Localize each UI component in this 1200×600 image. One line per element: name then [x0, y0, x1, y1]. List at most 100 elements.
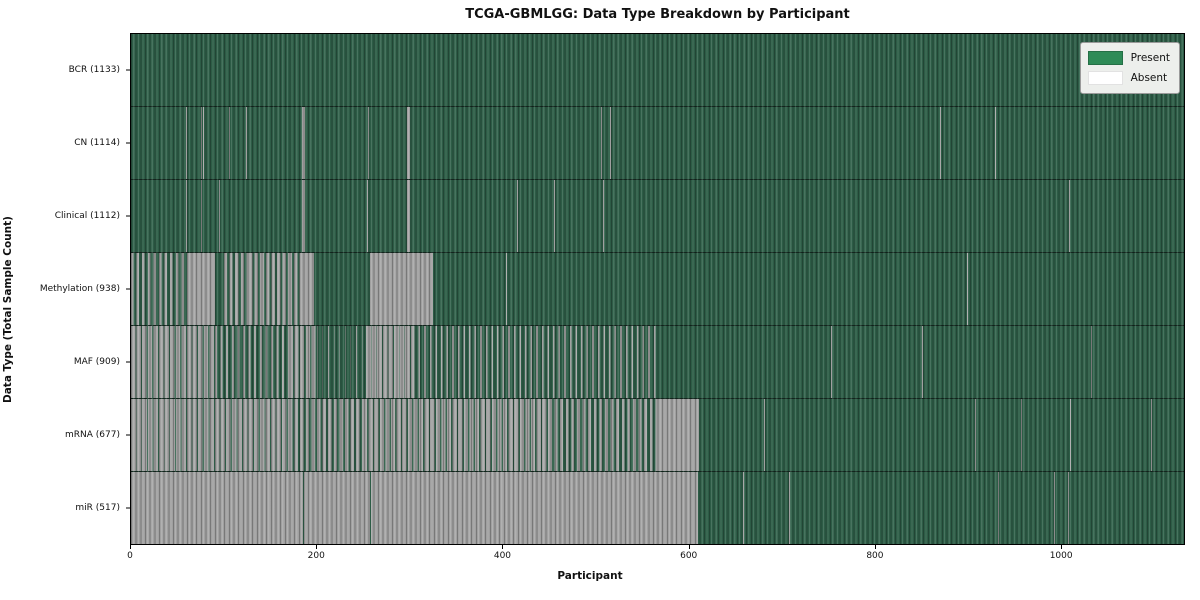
absent-segment	[506, 253, 508, 325]
x-tick-mark	[874, 545, 876, 549]
absent-segment	[302, 180, 305, 252]
y-tick-mark	[126, 288, 130, 290]
legend-item-present: Present	[1087, 48, 1170, 68]
legend-swatch-present-icon	[1087, 51, 1123, 65]
absent-segment	[228, 107, 230, 179]
absent-segment	[200, 180, 202, 252]
mixed-segment	[412, 326, 659, 398]
absent-segment	[1069, 399, 1071, 471]
mixed-segment	[131, 253, 189, 325]
x-tick-mark	[130, 545, 131, 549]
mixed-segment	[214, 326, 289, 398]
absent-segment	[367, 180, 368, 252]
mixed-segment	[288, 326, 317, 398]
absent-segment	[219, 180, 221, 252]
x-tick-label: 1000	[1049, 551, 1073, 561]
y-tick-mark	[126, 361, 130, 363]
row-mrna	[131, 399, 1184, 472]
y-tick-label: BCR (1133)	[68, 64, 120, 75]
row-maf	[131, 326, 1184, 399]
x-tick-label: 800	[866, 551, 884, 561]
mixed-segment	[131, 326, 215, 398]
row-mir	[131, 472, 1184, 544]
absent-segment	[742, 472, 744, 544]
x-tick-label: 600	[680, 551, 698, 561]
absent-segment	[603, 180, 605, 252]
absent-segment	[995, 107, 997, 179]
absent-segment	[369, 253, 434, 325]
absent-segment	[939, 107, 941, 179]
absent-segment	[966, 253, 968, 325]
absent-segment	[185, 107, 187, 179]
y-tick-label: Clinical (1112)	[54, 210, 120, 221]
absent-segment	[370, 472, 698, 544]
absent-segment	[921, 326, 923, 398]
chart-title: TCGA-GBMLGG: Data Type Breakdown by Part…	[465, 7, 850, 22]
absent-segment	[302, 253, 315, 325]
legend-swatch-absent-icon	[1087, 71, 1123, 85]
mixed-segment	[131, 399, 187, 471]
absent-segment	[516, 180, 518, 252]
x-tick-label: 400	[493, 551, 512, 561]
absent-segment	[553, 180, 555, 252]
y-tick-mark	[126, 69, 130, 71]
legend-label-present: Present	[1130, 52, 1170, 64]
absent-segment	[1150, 399, 1152, 471]
absent-segment	[656, 399, 699, 471]
y-tick-mark	[126, 215, 130, 217]
mixed-segment	[363, 399, 550, 471]
x-tick-label: 200	[307, 551, 325, 561]
y-tick-label: mRNA (677)	[65, 430, 120, 441]
y-tick-mark	[126, 434, 130, 436]
y-tick-mark	[126, 507, 130, 509]
absent-segment	[1091, 326, 1092, 398]
absent-segment	[302, 107, 305, 179]
plot-area	[130, 33, 1185, 545]
x-tick-mark	[688, 545, 690, 549]
mixed-segment	[549, 399, 657, 471]
absent-segment	[407, 180, 410, 252]
mixed-segment	[316, 326, 367, 398]
mixed-segment	[249, 253, 303, 325]
absent-segment	[609, 107, 611, 179]
absent-segment	[303, 472, 370, 544]
row-bcr	[131, 34, 1184, 107]
absent-segment	[789, 472, 790, 544]
absent-segment	[1021, 399, 1023, 471]
x-tick-mark	[502, 545, 504, 549]
y-axis: BCR (1133) CN (1114) Clinical (1112) Methyl…	[0, 33, 130, 545]
absent-segment	[998, 472, 1000, 544]
legend-item-absent: Absent	[1087, 68, 1170, 88]
absent-segment	[407, 107, 410, 179]
absent-segment	[202, 107, 204, 179]
y-tick-label: MAF (909)	[73, 357, 120, 368]
absent-segment	[131, 472, 303, 544]
absent-segment	[1067, 472, 1069, 544]
y-tick-label: Methylation (938)	[39, 284, 120, 294]
absent-segment	[200, 107, 202, 179]
y-tick-label: CN (1114)	[74, 137, 120, 148]
x-axis: 0 200 400 600 800 1000	[0, 545, 1200, 575]
x-tick-mark	[1061, 545, 1063, 549]
x-tick-mark	[316, 545, 318, 549]
absent-segment	[246, 107, 248, 179]
absent-segment	[1053, 472, 1055, 544]
y-tick-label: miR (517)	[75, 503, 120, 514]
absent-segment	[367, 107, 369, 179]
absent-segment	[188, 253, 215, 325]
mixed-segment	[288, 399, 364, 471]
row-cn	[131, 107, 1184, 180]
x-axis-label: Participant	[557, 570, 623, 582]
absent-segment	[1068, 180, 1070, 252]
legend-label-absent: Absent	[1130, 72, 1168, 84]
absent-segment	[601, 107, 603, 179]
legend: Present Absent	[1079, 42, 1180, 94]
absent-segment	[974, 399, 976, 471]
absent-segment	[763, 399, 765, 471]
x-tick-label: 0	[127, 551, 133, 561]
row-methylation	[131, 253, 1184, 326]
mixed-segment	[223, 253, 250, 325]
absent-segment	[830, 326, 832, 398]
mixed-segment	[366, 326, 413, 398]
